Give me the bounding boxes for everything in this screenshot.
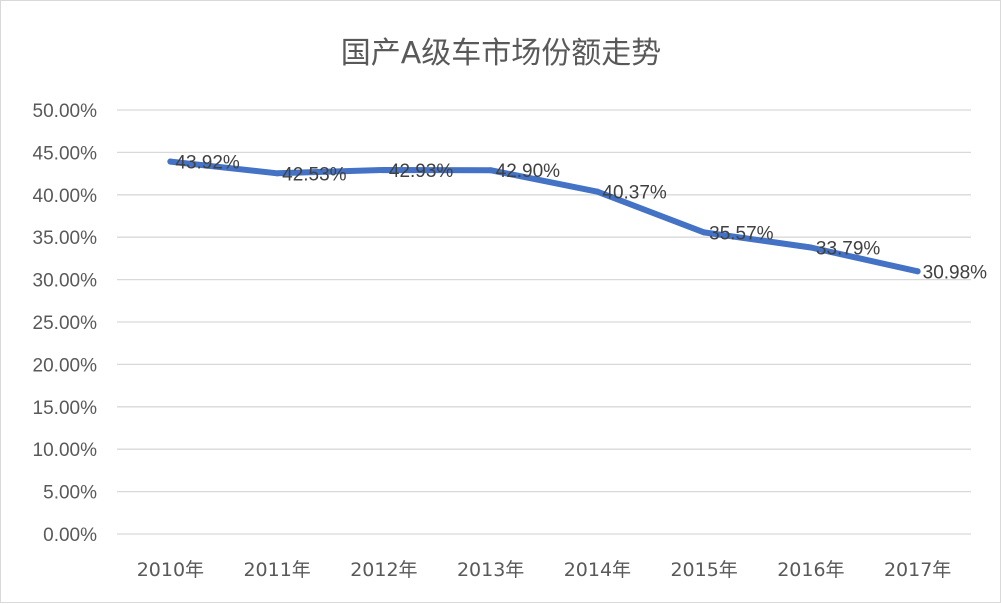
data-labels: 43.92% 42.53% 42.93% 42.90% 40.37% 35.57% 33.7…: [175, 153, 987, 284]
data-point: [487, 167, 494, 174]
x-tick-label: 2017年: [884, 559, 951, 581]
y-tick-label: 10.00%: [33, 440, 98, 461]
x-tick-label: 2014年: [564, 559, 631, 581]
chart-title: 国产A级车市场份额走势: [341, 36, 662, 71]
x-tick-label: 2011年: [243, 559, 310, 581]
data-label: 42.90%: [496, 161, 561, 182]
gridlines: [117, 109, 971, 535]
data-label: 42.53%: [282, 164, 347, 185]
y-tick-label: 20.00%: [33, 355, 98, 376]
data-point: [594, 188, 601, 195]
data-point: [167, 158, 174, 165]
data-point: [807, 244, 814, 251]
data-label: 33.79%: [816, 238, 881, 259]
data-point: [274, 170, 281, 177]
data-label: 42.93%: [389, 161, 454, 182]
data-label: 30.98%: [923, 262, 988, 283]
series-line: [167, 158, 921, 275]
y-tick-label: 15.00%: [33, 398, 98, 419]
x-tick-label: 2013年: [457, 559, 524, 581]
x-tick-label: 2010年: [137, 559, 204, 581]
y-tick-label: 50.00%: [33, 101, 98, 122]
data-point: [914, 268, 921, 275]
x-tick-label: 2016年: [777, 559, 844, 581]
x-axis-ticks: 2010年 2011年 2012年 2013年 2014年 2015年 2016年 2017年: [137, 559, 952, 581]
y-tick-label: 5.00%: [43, 483, 97, 504]
series-layer: [167, 158, 921, 275]
data-label: 35.57%: [709, 223, 774, 244]
x-tick-label: 2015年: [670, 559, 737, 581]
y-tick-label: 40.00%: [33, 186, 98, 207]
x-tick-label: 2012年: [350, 559, 417, 581]
y-tick-label: 25.00%: [33, 313, 98, 334]
y-tick-label: 35.00%: [33, 228, 98, 249]
y-tick-label: 45.00%: [33, 143, 98, 164]
data-label: 40.37%: [602, 183, 667, 204]
data-point: [380, 166, 387, 173]
data-point: [701, 229, 708, 236]
y-tick-label: 0.00%: [43, 525, 97, 546]
data-label: 43.92%: [175, 153, 240, 174]
y-axis-ticks: 0.00% 5.00% 10.00% 15.00% 20.00% 25.00% 30.00%…: [33, 101, 98, 546]
y-tick-label: 30.00%: [33, 271, 98, 292]
